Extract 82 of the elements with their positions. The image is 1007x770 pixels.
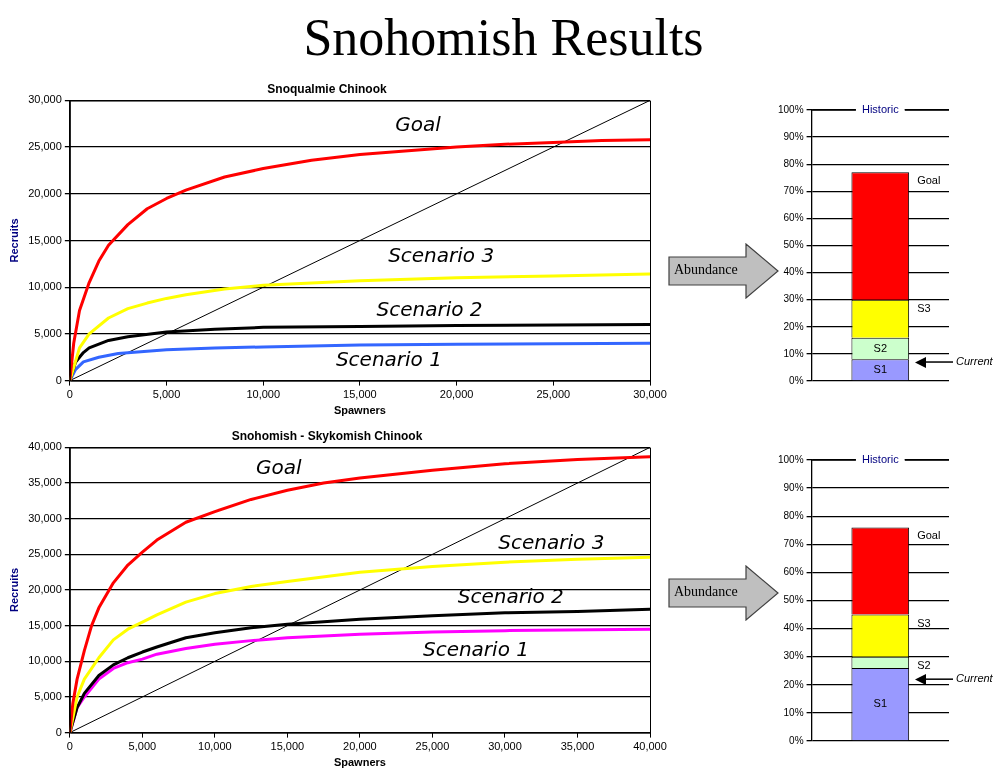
x-tick-label: 30,000 (633, 388, 667, 401)
y-tick-label: 80% (783, 509, 804, 521)
x-tick-label: 10,000 (246, 388, 281, 401)
series-label: S1 (873, 362, 888, 375)
series-label: Scenario 1 (422, 637, 529, 662)
x-tick-label: 25,000 (415, 740, 450, 753)
text: Abundance (674, 262, 738, 278)
series-label: Goal (917, 529, 941, 542)
y-tick-label: 60% (783, 212, 804, 224)
y-tick-label: 70% (783, 185, 804, 197)
text: Snohomish Results (302, 8, 705, 68)
y-tick-label: 30,000 (28, 93, 62, 106)
y-tick-label: 35,000 (28, 476, 62, 489)
x-tick-label: 35,000 (560, 740, 595, 753)
y-tick-label: 20,000 (28, 186, 62, 199)
x-tick-label: 20,000 (439, 388, 474, 401)
x-tick-label: 15,000 (270, 740, 305, 753)
ref-line-label: Current (956, 355, 994, 368)
series-label: S2 (917, 658, 931, 671)
y-tick-label: 0 (55, 373, 62, 386)
x-tick-label: 0 (66, 740, 73, 753)
x-tick-label: 40,000 (633, 740, 667, 753)
ref-line-label: Historic (861, 103, 900, 116)
series-label: S3 (917, 301, 931, 314)
x-tick-label: 25,000 (536, 388, 571, 401)
y-tick-label: 15,000 (28, 618, 62, 631)
y-tick-label: 30% (783, 293, 804, 305)
series-label: S3 (917, 616, 931, 629)
y-tick-label: 100% (778, 453, 804, 465)
y-axis-title: Recruits (7, 567, 20, 613)
series-label: Scenario 3 (498, 529, 605, 554)
y-tick-label: 20,000 (28, 583, 62, 596)
y-tick-label: 5,000 (34, 689, 62, 702)
y-tick-label: 15,000 (28, 233, 62, 246)
chart-title: Snohomish - Skykomish Chinook (231, 428, 423, 443)
x-axis-title: Spawners (333, 404, 386, 417)
y-tick-label: 10% (783, 706, 804, 718)
y-tick-label: 40,000 (28, 440, 62, 453)
series-label: S2 (873, 341, 888, 354)
y-tick-label: 40% (783, 622, 804, 634)
y-tick-label: 40% (783, 266, 804, 278)
y-tick-label: 70% (783, 538, 804, 550)
y-tick-label: 0% (789, 734, 804, 746)
y-tick-label: 10,000 (28, 654, 62, 667)
y-tick-label: 50% (783, 239, 804, 251)
ref-line-label: Current (956, 672, 994, 685)
y-axis-title: Recruits (7, 218, 20, 263)
ref-line-label: Historic (861, 453, 900, 466)
y-tick-label: 20% (783, 678, 804, 690)
y-tick-label: 90% (783, 481, 804, 493)
y-tick-label: 5,000 (34, 326, 62, 339)
x-tick-label: 10,000 (198, 740, 232, 753)
series-label: Goal (917, 174, 941, 187)
series-label: Goal (395, 112, 442, 137)
x-tick-label: 5,000 (128, 740, 157, 753)
y-tick-label: 80% (783, 157, 804, 169)
y-tick-label: 50% (783, 594, 804, 606)
x-tick-label: 5,000 (152, 388, 181, 401)
y-tick-label: 25,000 (28, 140, 62, 153)
x-tick-label: 0 (66, 388, 73, 401)
y-tick-label: 90% (783, 130, 804, 142)
chart-title: Snoqualmie Chinook (267, 81, 387, 96)
series-label: Scenario 2 (376, 296, 483, 321)
y-tick-label: 0 (55, 725, 62, 738)
x-tick-label: 20,000 (343, 740, 377, 753)
text: Abundance (674, 584, 738, 600)
y-tick-label: 10% (783, 347, 804, 359)
x-axis-title: Spawners (333, 756, 386, 769)
y-tick-label: 100% (778, 103, 804, 115)
series-label: Scenario 1 (335, 347, 442, 372)
y-tick-label: 10,000 (28, 280, 62, 293)
y-tick-label: 60% (783, 566, 804, 578)
y-tick-label: 0% (789, 374, 804, 386)
series-label: Scenario 3 (388, 242, 495, 267)
y-tick-label: 25,000 (28, 547, 62, 560)
y-tick-label: 30% (783, 650, 804, 662)
y-tick-label: 30,000 (28, 511, 62, 524)
series-label: S1 (873, 697, 888, 710)
x-tick-label: 15,000 (343, 388, 377, 401)
series-label: Goal (255, 454, 302, 479)
x-tick-label: 30,000 (488, 740, 522, 753)
y-tick-label: 20% (783, 320, 804, 332)
